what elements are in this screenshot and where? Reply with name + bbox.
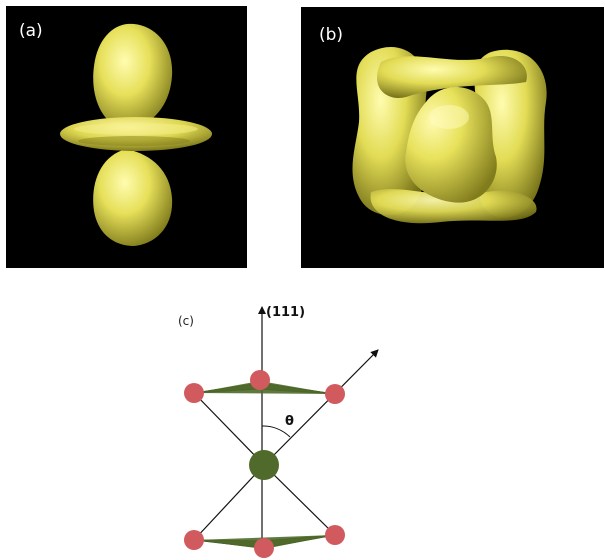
theta-direction-arrow (263, 349, 379, 466)
panel-a-label: (a) (19, 21, 43, 41)
orbital-a-image (60, 23, 212, 246)
bond-line (193, 392, 265, 466)
center-atom (249, 450, 279, 480)
axis-label: (111) (266, 305, 306, 320)
coordination-diagram (184, 306, 379, 558)
corner-atom (325, 525, 345, 545)
panel-b-label: (b) (319, 25, 344, 45)
bond-line (193, 464, 265, 541)
orbital-b-image (352, 47, 547, 224)
corner-atom (250, 370, 270, 390)
corner-atom (325, 384, 345, 404)
corner-atom (184, 530, 204, 550)
theta-arc (261, 425, 291, 438)
panel-c-label: (c) (178, 314, 194, 328)
bond-line (263, 464, 336, 536)
corner-atom (184, 383, 204, 403)
angle-label: θ (285, 414, 294, 429)
panel-b: (b) (301, 7, 604, 268)
corner-atom (254, 538, 274, 558)
panel-a: (a) (6, 6, 247, 268)
